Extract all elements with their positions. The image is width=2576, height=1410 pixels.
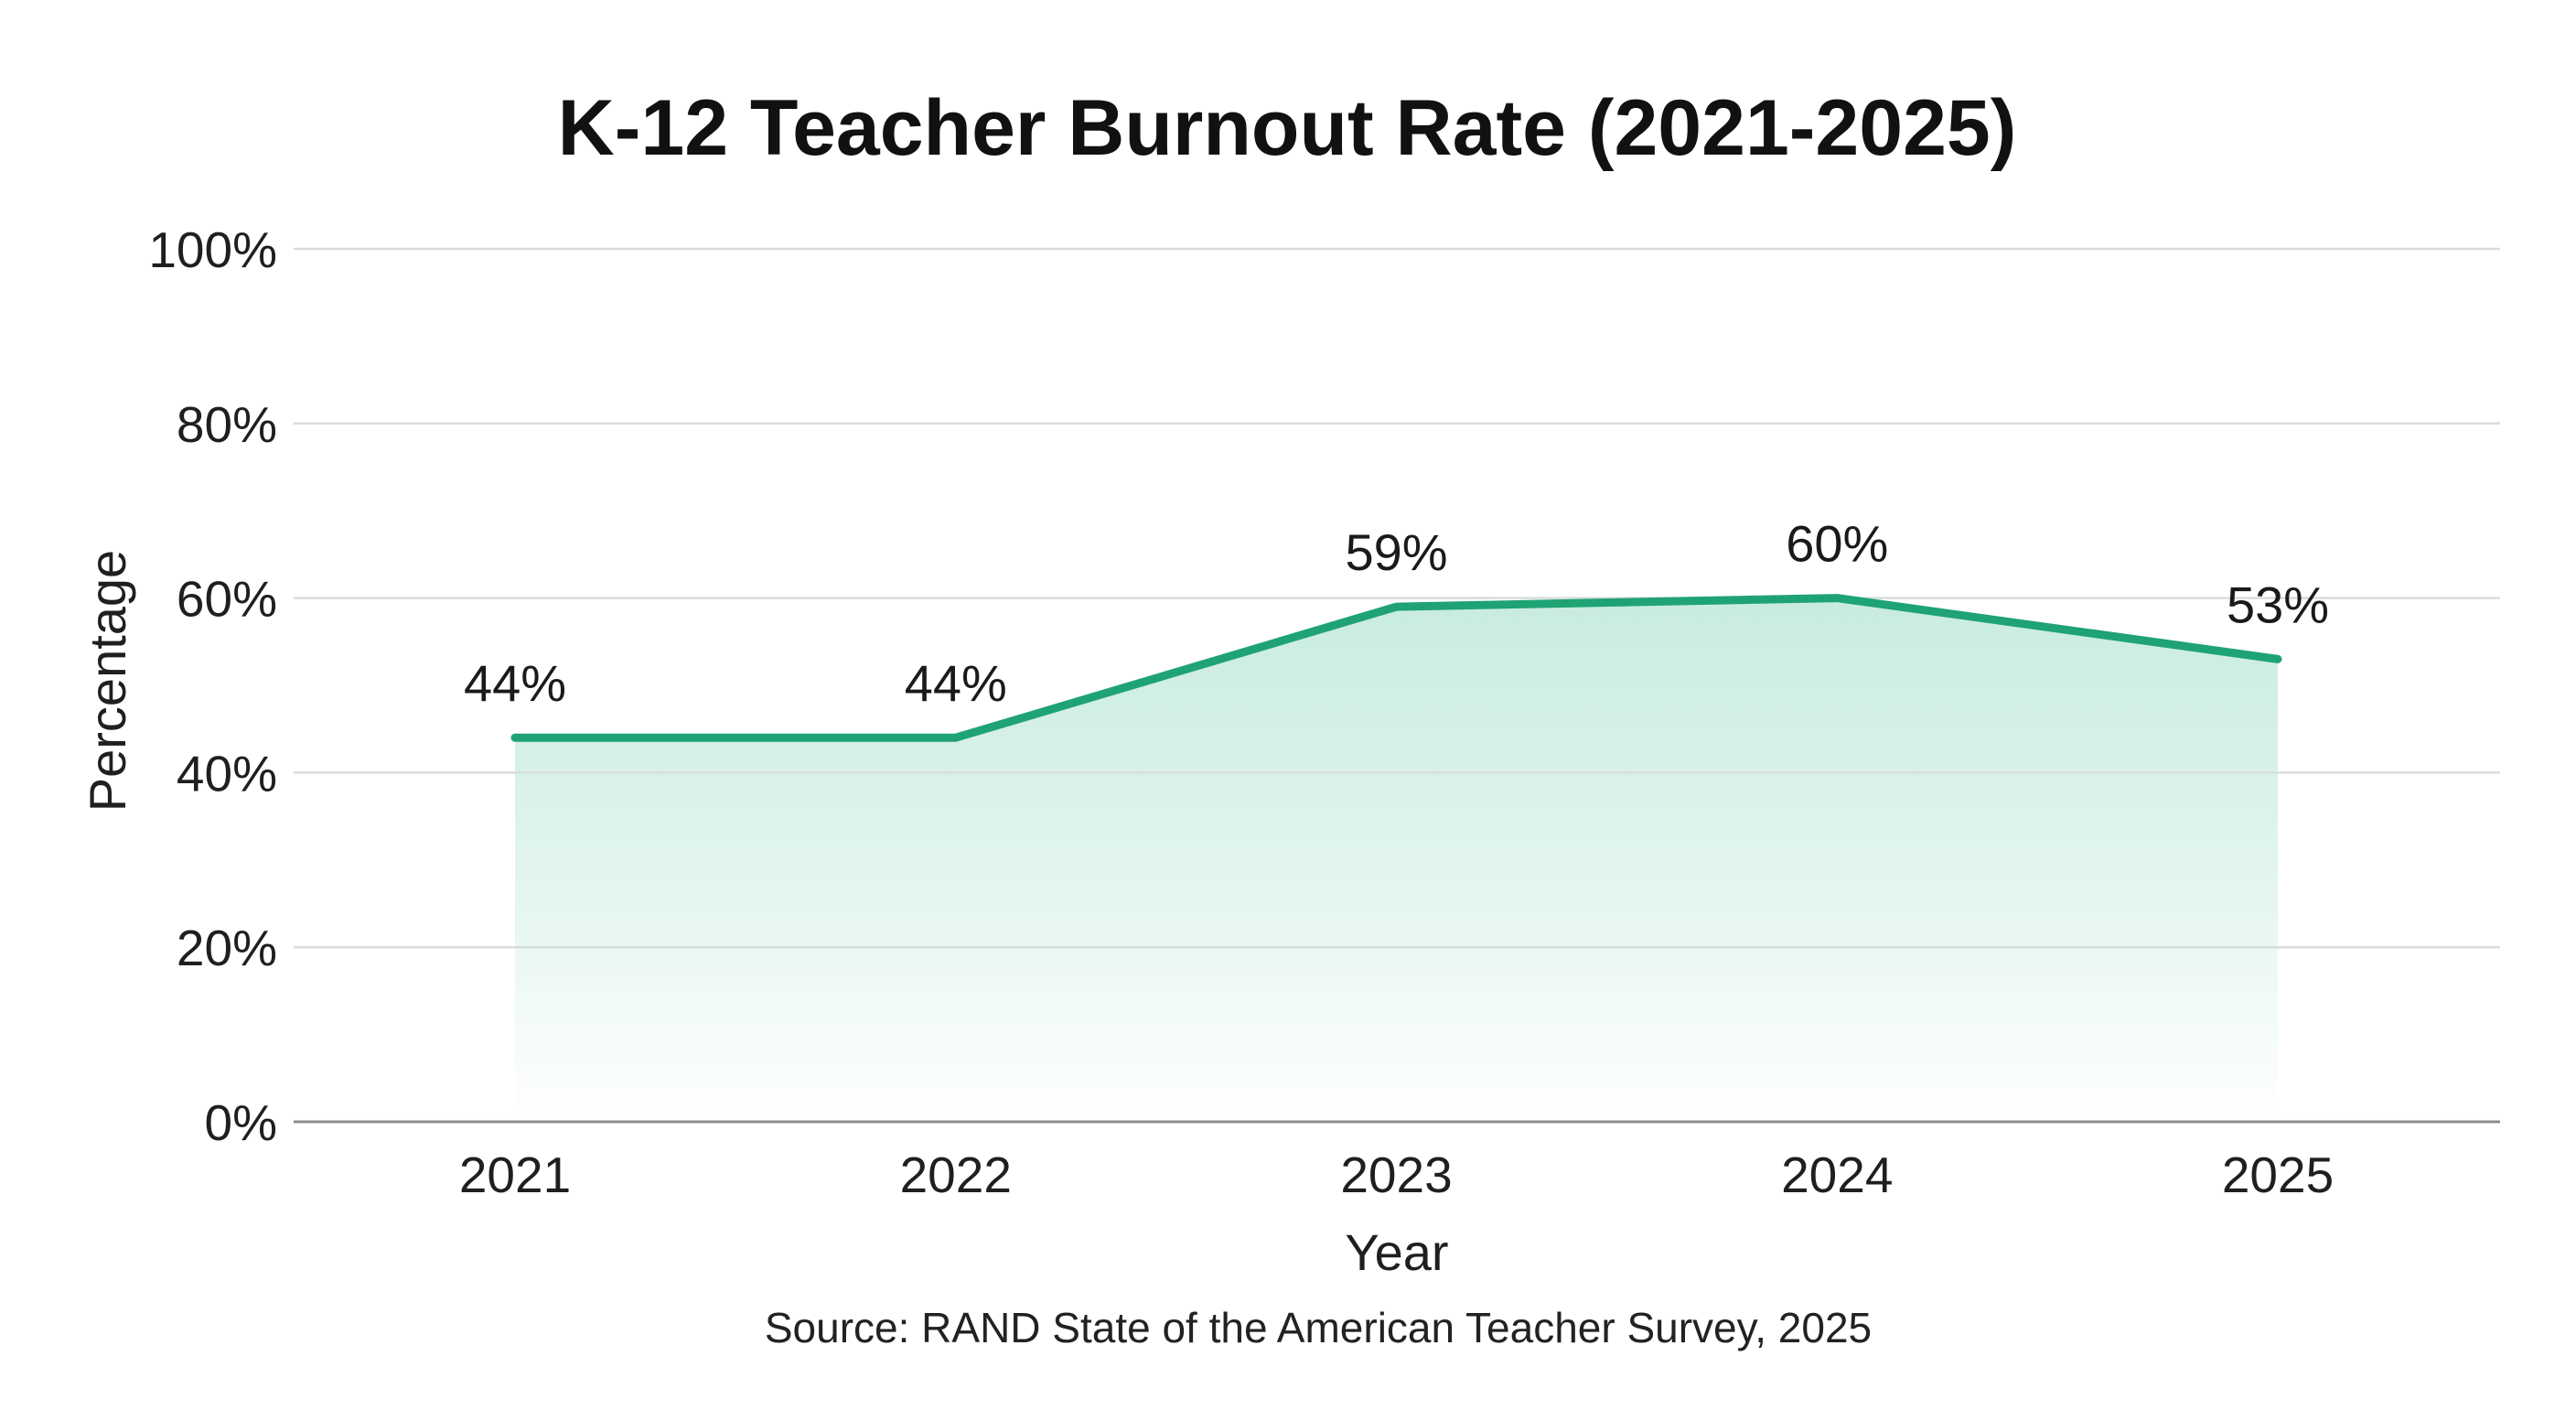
y-axis-title: Percentage [79, 550, 136, 812]
y-tick-label: 60% [177, 571, 277, 628]
y-axis-tick-labels: 0% 20% 40% 60% 80% 100% [148, 221, 277, 1151]
x-tick-label-2022: 2022 [900, 1146, 1012, 1203]
y-tick-label: 40% [177, 745, 277, 802]
x-tick-label-2024: 2024 [1781, 1146, 1893, 1203]
y-tick-label: 80% [177, 396, 277, 453]
data-label-2021: 44% [464, 654, 566, 712]
data-labels: 44% 44% 59% 60% 53% [464, 515, 2329, 713]
data-label-2022: 44% [905, 654, 1007, 712]
chart-title: K-12 Teacher Burnout Rate (2021-2025) [558, 84, 2017, 172]
area-fill [515, 597, 2278, 1122]
data-label-2025: 53% [2227, 576, 2329, 633]
y-tick-label: 20% [177, 920, 277, 976]
series-line-burnout-rate [510, 594, 2282, 742]
source-note: Source: RAND State of the American Teach… [765, 1304, 1872, 1351]
x-axis-tick-labels: 2021 2022 2023 2024 2025 [459, 1146, 2334, 1203]
x-tick-label-2023: 2023 [1340, 1146, 1452, 1203]
x-tick-label-2025: 2025 [2222, 1146, 2334, 1203]
y-gridlines [294, 247, 2500, 949]
y-tick-label: 0% [205, 1094, 278, 1151]
y-tick-label: 100% [148, 221, 277, 278]
x-tick-label-2021: 2021 [459, 1146, 571, 1203]
data-label-2023: 59% [1345, 523, 1447, 581]
data-label-2024: 60% [1786, 515, 1888, 573]
x-axis-title: Year [1345, 1223, 1448, 1281]
